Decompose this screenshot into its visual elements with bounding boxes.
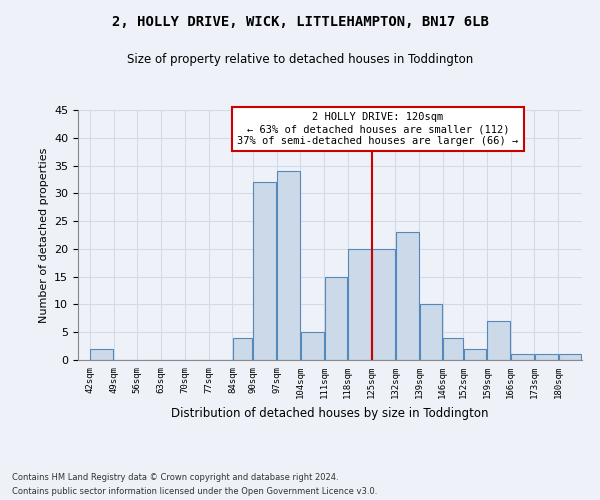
Bar (349, 249, 371, 360)
Y-axis label: Number of detached properties: Number of detached properties (38, 148, 49, 322)
Bar (233, 338, 252, 360)
Bar (372, 249, 395, 360)
Bar (396, 232, 419, 360)
Bar (277, 171, 300, 360)
Bar (301, 332, 323, 360)
Bar (535, 354, 558, 360)
Text: Contains HM Land Registry data © Crown copyright and database right 2024.: Contains HM Land Registry data © Crown c… (12, 472, 338, 482)
Bar (487, 321, 510, 360)
Bar (464, 349, 487, 360)
Text: Size of property relative to detached houses in Toddington: Size of property relative to detached ho… (127, 52, 473, 66)
Bar (419, 304, 442, 360)
Bar (91, 349, 113, 360)
Text: Contains public sector information licensed under the Open Government Licence v3: Contains public sector information licen… (12, 488, 377, 496)
Text: Distribution of detached houses by size in Toddington: Distribution of detached houses by size … (171, 408, 489, 420)
Text: 2 HOLLY DRIVE: 120sqm
← 63% of detached houses are smaller (112)
37% of semi-det: 2 HOLLY DRIVE: 120sqm ← 63% of detached … (237, 112, 518, 146)
Bar (253, 182, 276, 360)
Bar (443, 338, 463, 360)
Bar (511, 354, 534, 360)
Bar (559, 354, 581, 360)
Bar (325, 276, 347, 360)
Text: 2, HOLLY DRIVE, WICK, LITTLEHAMPTON, BN17 6LB: 2, HOLLY DRIVE, WICK, LITTLEHAMPTON, BN1… (112, 15, 488, 29)
